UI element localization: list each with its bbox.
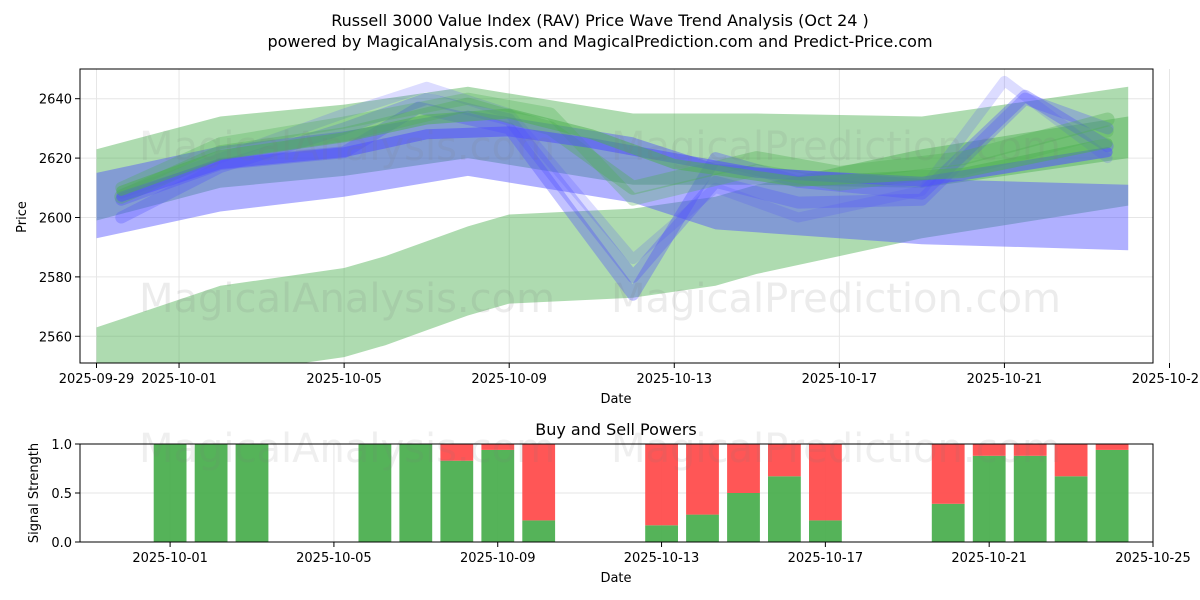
price-x-tick-label: 2025-09-29 [59,372,135,387]
buy-bar [1095,449,1129,542]
signal-title: Buy and Sell Powers [535,420,697,439]
watermark-magicalanalysis-top: MagicalAnalysis.com [139,276,555,322]
buy-bar [645,525,678,542]
price-x-tick-label: 2025-10-25 [1132,372,1200,387]
signal-x-tick-label: 2025-10-05 [296,551,372,566]
signal-axes: 2025-10-01 2025-10-05 2025-10-09 2025-10-13… [51,438,1190,566]
sell-bar [522,444,556,521]
green-trend [116,108,1113,196]
signal-y-tick-label: 0.0 [51,536,72,551]
buy-bar [1054,476,1088,542]
buy-bar [481,449,515,542]
price-x-tick-label: 2025-10-09 [471,372,547,387]
sell-bar [686,444,719,515]
signal-x-tick-label: 2025-10-21 [951,551,1027,566]
signal-bars [153,444,1129,542]
price-xlabel: Date [600,392,631,407]
sell-bar [481,444,515,450]
buy-bar [235,444,269,542]
price-x-tick-label: 2025-10-05 [306,372,382,387]
sell-bar [1095,444,1129,450]
buy-bar [809,520,842,542]
buy-bar [1013,455,1047,542]
buy-bar [153,444,187,542]
signal-xlabel: Date [600,571,631,586]
watermark-bottom: MagicalAnalysis.com MagicalPrediction.co… [139,426,1061,472]
price-y-tick-label: 2580 [39,271,72,286]
sell-bar [645,444,678,526]
price-ylabel: Price [15,201,30,233]
sell-bar [1054,444,1088,477]
price-x-tick-label: 2025-10-01 [141,372,217,387]
buy-bar [399,444,433,542]
signal-y-tick-label: 1.0 [51,438,72,453]
watermark-magicalanalysis-top-2: MagicalAnalysis.com [139,124,555,170]
watermark-top: MagicalAnalysis.com MagicalPrediction.co… [139,124,1061,322]
sell-bar [440,444,474,461]
blue-wave-3 [116,75,1113,265]
sell-bar [972,444,1006,456]
buy-bar [727,493,760,542]
price-y-tick-label: 2560 [39,330,72,345]
sell-bar [768,444,801,477]
price-x-tick-label: 2025-10-13 [636,372,712,387]
price-x-tick-label: 2025-10-17 [802,372,878,387]
buy-bar [194,444,228,542]
signal-x-tick-label: 2025-10-25 [1115,551,1191,566]
watermark-magicalanalysis-bottom: MagicalAnalysis.com [139,426,555,472]
buy-bar [358,444,392,542]
watermark-magicalprediction-top-2: MagicalPrediction.com [611,124,1061,170]
buy-bar [768,476,801,542]
buy-bar [972,455,1006,542]
green-band-upper [96,86,1129,221]
buy-bar [931,503,965,542]
signal-x-tick-label: 2025-10-17 [788,551,864,566]
chart-subtitle: powered by MagicalAnalysis.com and Magic… [267,32,932,51]
price-axes: 2025-09-29 2025-10-01 2025-10-05 2025-10-09… [39,93,1200,387]
sell-bar [809,444,842,521]
price-plot-frame [79,68,1154,364]
price-y-tick-label: 2620 [39,152,72,167]
price-y-tick-label: 2600 [39,211,72,226]
sell-bar [1013,444,1047,456]
signal-y-tick-label: 0.5 [51,487,72,502]
signal-x-tick-label: 2025-10-13 [624,551,700,566]
price-wave-lines [114,75,1115,301]
buy-bar [522,520,556,542]
price-x-tick-label: 2025-10-21 [967,372,1043,387]
signal-x-tick-label: 2025-10-01 [132,551,208,566]
chart-title: Russell 3000 Value Index (RAV) Price Wav… [331,11,869,30]
buy-bar [686,514,719,542]
sell-bar [931,444,965,504]
sell-bar [727,444,760,493]
price-y-tick-label: 2640 [39,93,72,108]
buy-bar [440,460,474,542]
watermark-magicalprediction-bottom: MagicalPrediction.com [611,426,1061,472]
signal-ylabel: Signal Strength [27,443,42,543]
signal-x-tick-label: 2025-10-09 [460,551,536,566]
watermark-magicalprediction-top: MagicalPrediction.com [611,276,1061,322]
